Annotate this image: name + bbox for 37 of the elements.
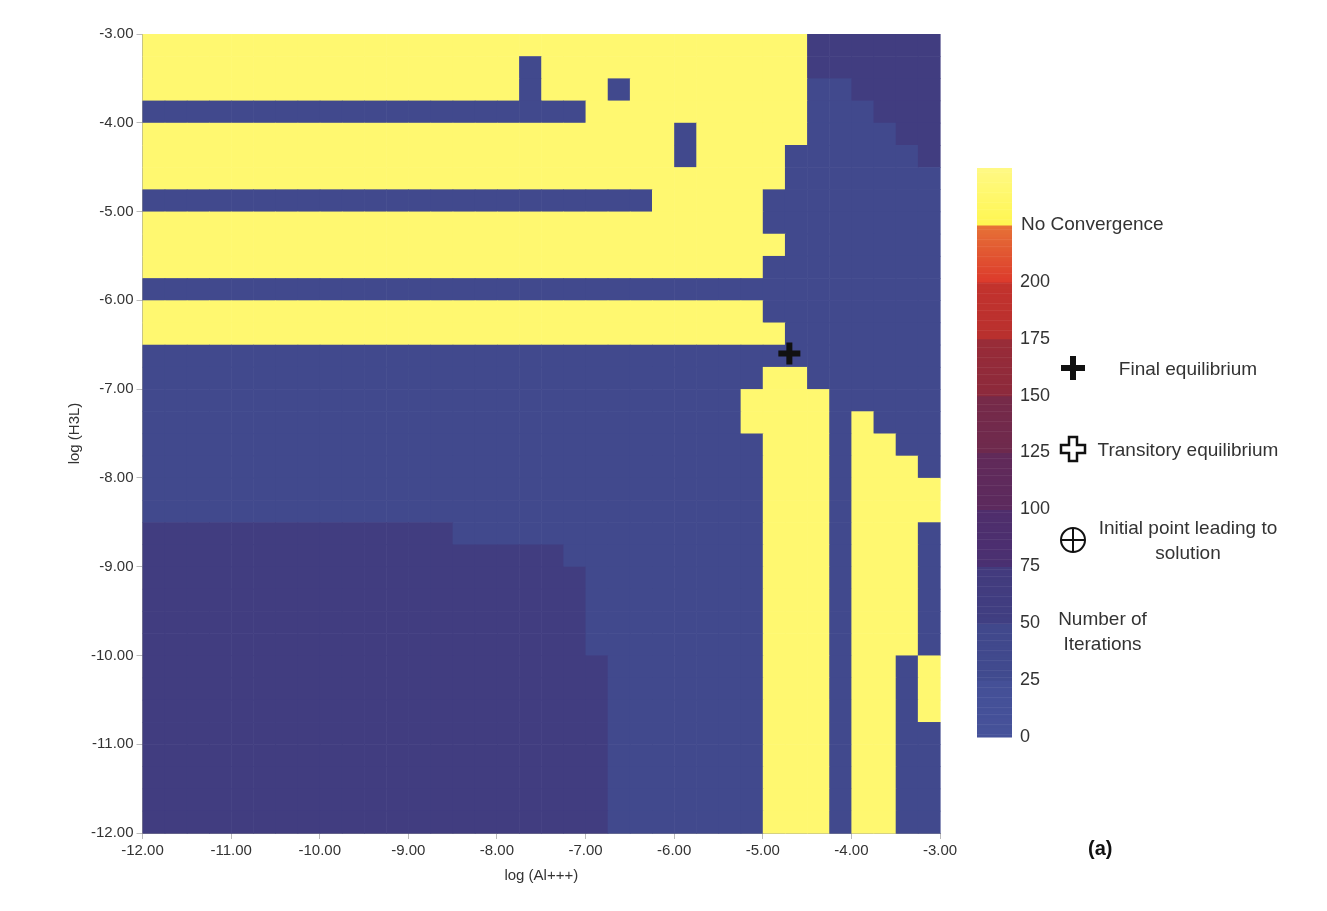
legend-label: Final equilibrium bbox=[1117, 356, 1259, 381]
x-axis-title: log (Al+++) bbox=[504, 866, 579, 884]
text: Transitory equilibrium bbox=[1096, 437, 1280, 462]
color-bar-title: Number of Iterations bbox=[1057, 607, 1148, 656]
text: (a) bbox=[1088, 837, 1113, 860]
x-tick-label: -11.00 bbox=[210, 841, 252, 859]
color-bar-label: 100 bbox=[1020, 498, 1051, 519]
y-tick-label: -12.00 bbox=[90, 823, 134, 841]
text: Initial point leading to solution bbox=[1097, 516, 1279, 565]
y-tick-label: -6.00 bbox=[99, 290, 134, 308]
x-tick-label: -7.00 bbox=[568, 841, 603, 859]
y-tick-label: -8.00 bbox=[99, 468, 134, 486]
y-tick-label: -7.00 bbox=[99, 379, 134, 397]
x-tick-label: -12.00 bbox=[121, 841, 164, 859]
x-tick-label: -8.00 bbox=[479, 841, 515, 859]
x-tick-label: -4.00 bbox=[834, 841, 869, 859]
y-tick-label: -11.00 bbox=[92, 734, 134, 752]
color-bar-label: 25 bbox=[1020, 669, 1041, 690]
y-tick-label: -5.00 bbox=[99, 201, 134, 219]
x-tick-label: -9.00 bbox=[391, 841, 426, 859]
color-bar-label: 125 bbox=[1020, 441, 1051, 462]
x-tick-label: -3.00 bbox=[922, 841, 958, 859]
x-tick-label: -6.00 bbox=[657, 841, 692, 859]
color-bar-label: 0 bbox=[1020, 725, 1031, 746]
color-bar-label: 175 bbox=[1020, 327, 1051, 348]
y-tick-label: -3.00 bbox=[99, 24, 134, 42]
color-bar-label: 50 bbox=[1020, 612, 1041, 633]
y-axis-title: log (H3L) bbox=[65, 402, 83, 465]
y-tick-label: -9.00 bbox=[99, 556, 134, 574]
text: No Convergence bbox=[1021, 213, 1164, 235]
x-tick-label: -5.00 bbox=[745, 841, 780, 859]
y-tick-label: -10.00 bbox=[90, 645, 134, 663]
x-tick-label: -10.00 bbox=[298, 841, 342, 859]
color-bar-label: 75 bbox=[1020, 555, 1041, 576]
color-bar-label: 200 bbox=[1020, 270, 1051, 291]
y-tick-label: -4.00 bbox=[99, 112, 134, 130]
color-bar-label: 150 bbox=[1020, 384, 1051, 405]
